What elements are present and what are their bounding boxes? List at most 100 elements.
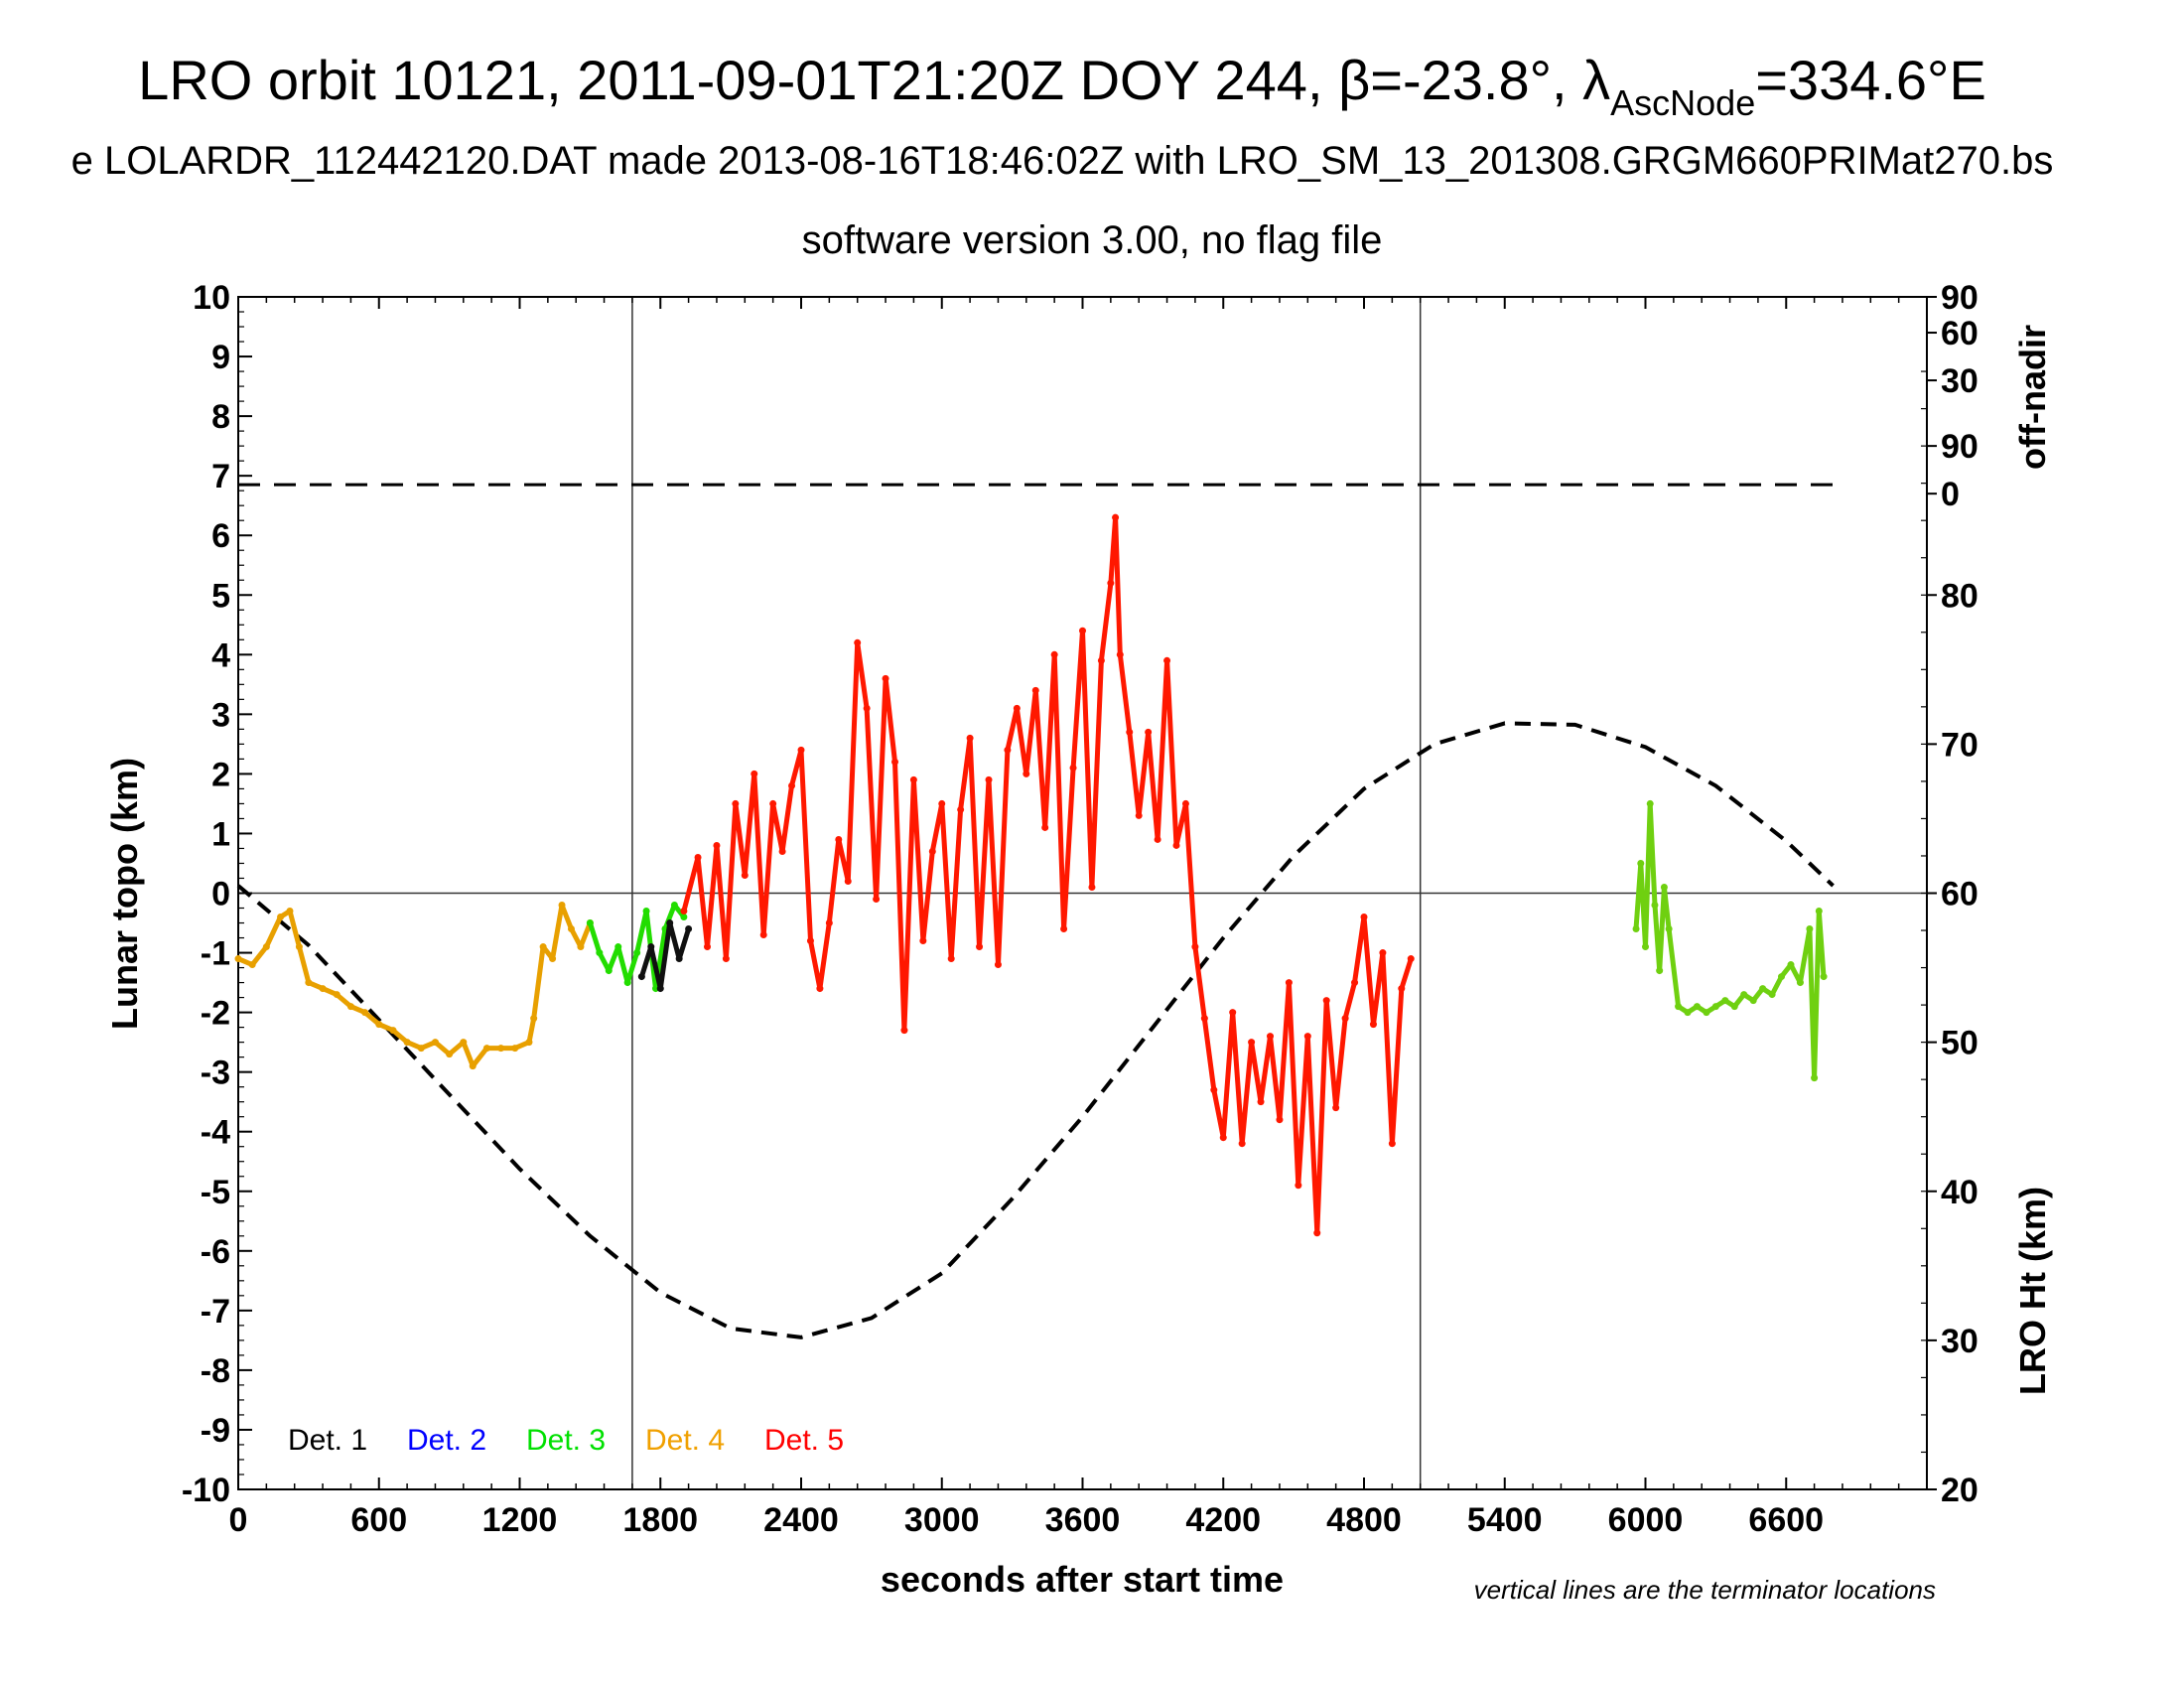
data-point bbox=[1060, 925, 1068, 933]
y-tick-label: -4 bbox=[201, 1114, 230, 1152]
data-point bbox=[1730, 1003, 1738, 1011]
lro-ht-tick-label: 60 bbox=[1941, 876, 1979, 914]
chart-title: LRO orbit 10121, 2011-09-01T21:20Z DOY 2… bbox=[138, 49, 1986, 123]
data-point bbox=[586, 919, 594, 927]
data-point bbox=[1637, 859, 1645, 867]
legend: Det. 1 Det. 2 Det. 3 Det. 4 Det. 5 bbox=[288, 1424, 844, 1457]
y-tick-label: 4 bbox=[211, 636, 230, 674]
data-point bbox=[1079, 627, 1086, 634]
y2-axis-label-bottom: LRO Ht (km) bbox=[2012, 1187, 2053, 1395]
data-point bbox=[685, 925, 693, 933]
data-point bbox=[1229, 1009, 1237, 1017]
y-tick-label: -10 bbox=[182, 1472, 230, 1509]
data-point bbox=[1796, 979, 1804, 987]
data-point bbox=[558, 902, 566, 910]
lro-ht-tick-label: 70 bbox=[1941, 726, 1979, 764]
off-nadir-tick-label: 90 bbox=[1941, 279, 1979, 317]
data-point bbox=[900, 1027, 908, 1035]
data-point bbox=[647, 943, 655, 951]
data-point bbox=[614, 943, 622, 951]
data-point bbox=[947, 955, 955, 963]
data-point bbox=[928, 847, 936, 855]
data-point bbox=[1050, 650, 1058, 658]
title-subscript: AscNode bbox=[1610, 82, 1755, 123]
lro-ht-tick-label: 90 bbox=[1941, 428, 1979, 466]
data-point bbox=[596, 949, 604, 957]
data-point bbox=[1303, 1033, 1311, 1041]
data-point bbox=[577, 943, 585, 951]
data-point bbox=[1778, 973, 1786, 981]
series-line-4 bbox=[681, 514, 1414, 1236]
y-tick-label: 0 bbox=[211, 876, 230, 914]
data-point bbox=[637, 973, 645, 981]
data-point bbox=[1768, 991, 1776, 999]
data-point bbox=[1322, 997, 1330, 1005]
data-point bbox=[769, 799, 777, 807]
y-tick-label: -9 bbox=[201, 1412, 230, 1450]
data-point bbox=[1388, 1140, 1396, 1148]
data-points bbox=[234, 513, 1835, 1339]
data-point bbox=[1097, 656, 1105, 664]
lro-ht-tick-label: 50 bbox=[1941, 1025, 1979, 1062]
data-point bbox=[234, 955, 242, 963]
data-point bbox=[1749, 997, 1757, 1005]
y-tick-label: 1 bbox=[211, 815, 230, 853]
data-point bbox=[417, 1045, 425, 1053]
data-point bbox=[460, 1039, 468, 1047]
series-line-5 bbox=[1633, 800, 1827, 1081]
data-point bbox=[1787, 961, 1795, 969]
title-main: LRO orbit 10121, 2011-09-01T21:20Z DOY 2… bbox=[138, 49, 1610, 111]
data-point bbox=[1023, 770, 1030, 777]
data-point bbox=[1041, 823, 1049, 831]
y-tick-label: -7 bbox=[201, 1293, 230, 1331]
data-point bbox=[1341, 1015, 1349, 1023]
data-point bbox=[797, 746, 805, 754]
y-tick-label: 3 bbox=[211, 696, 230, 734]
data-point bbox=[1656, 967, 1664, 975]
title-end: =334.6°E bbox=[1755, 49, 1986, 111]
series-line-1 bbox=[237, 903, 593, 1069]
data-point bbox=[966, 734, 974, 742]
data-point bbox=[295, 943, 303, 951]
data-point bbox=[1135, 811, 1143, 819]
data-point bbox=[1276, 1116, 1284, 1124]
x-tick-label: 6000 bbox=[1608, 1501, 1684, 1539]
data-point bbox=[431, 1039, 439, 1047]
y-tick-label: 8 bbox=[211, 398, 230, 436]
data-point bbox=[816, 985, 824, 993]
y-tick-label: -5 bbox=[201, 1174, 230, 1211]
data-point bbox=[656, 985, 664, 993]
data-point bbox=[1004, 746, 1012, 754]
x-axis-label: seconds after start time bbox=[881, 1559, 1284, 1600]
series-line-2 bbox=[588, 903, 686, 992]
data-point bbox=[844, 877, 852, 885]
data-point bbox=[873, 896, 881, 904]
data-point bbox=[1248, 1039, 1256, 1047]
x-tick-label: 2400 bbox=[763, 1501, 839, 1539]
data-point bbox=[286, 908, 294, 915]
data-point bbox=[1112, 513, 1120, 521]
y-tick-label: 10 bbox=[193, 279, 230, 317]
data-point bbox=[1210, 1086, 1218, 1094]
data-point bbox=[1257, 1098, 1265, 1106]
data-point bbox=[680, 914, 688, 921]
data-point bbox=[825, 919, 833, 927]
x-tick-label: 0 bbox=[229, 1501, 248, 1539]
chart-subtitle: e LOLARDR_112442120.DAT made 2013-08-16T… bbox=[71, 139, 2054, 183]
y-tick-label: -8 bbox=[201, 1352, 230, 1390]
lro-ht-tick-label: 40 bbox=[1941, 1174, 1979, 1211]
data-point bbox=[1351, 979, 1359, 987]
data-point bbox=[1088, 883, 1096, 891]
data-point bbox=[1651, 902, 1659, 910]
data-point bbox=[1379, 949, 1387, 957]
data-point bbox=[525, 1039, 533, 1047]
data-point bbox=[1806, 925, 1814, 933]
data-point bbox=[985, 775, 993, 783]
data-point bbox=[1145, 728, 1153, 736]
data-point bbox=[469, 1062, 477, 1070]
x-tick-label: 6600 bbox=[1748, 1501, 1824, 1539]
off-nadir-tick-label: 60 bbox=[1941, 315, 1979, 352]
data-point bbox=[1313, 1229, 1321, 1237]
x-tick-label: 1800 bbox=[622, 1501, 698, 1539]
